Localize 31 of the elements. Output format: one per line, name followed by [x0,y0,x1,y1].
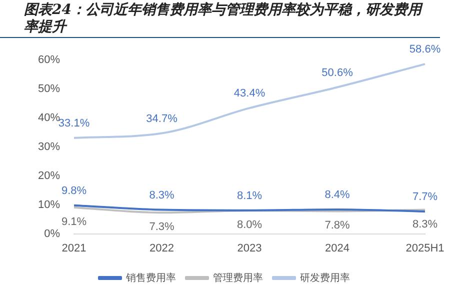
text: 7.3% [149,221,174,234]
x-tick-label: 2024 [325,242,350,254]
chart-title: 图表24：公司近年销售费用率与管理费用率较为平稳，研发费用率提升 [0,0,440,38]
legend-label: 管理费用率 [213,272,263,284]
x-tick-label: 2022 [150,242,174,254]
x-tick-label: 2023 [237,242,262,254]
text: 8.3% [149,189,174,202]
y-tick-label: 20% [38,170,60,182]
text: 7.7% [412,191,438,204]
y-tick-label: 10% [38,198,60,211]
text: 8.4% [324,189,350,201]
text: 8.0% [236,219,262,232]
y-tick-label: 30% [38,140,60,153]
y-tick-label: 60% [38,54,60,66]
text: 8.1% [236,190,262,202]
text: 8.3% [412,218,438,230]
text: 43.4% [234,88,266,100]
text: 33.1% [58,117,90,130]
x-tick-label: 2025H1 [406,242,444,254]
legend-label: 研发费用率 [300,272,350,284]
text: 34.7% [146,112,178,125]
y-tick-label: 0% [44,228,60,240]
x-tick-label: 2021 [62,242,86,254]
y-tick-label: 40% [38,112,60,124]
legend-label: 销售费用率 [125,272,176,284]
text: 9.1% [61,216,87,228]
text: 58.6% [409,44,441,56]
text: 7.8% [324,220,350,232]
text: 9.8% [61,184,87,197]
y-tick-label: 50% [38,83,60,95]
text: 50.6% [322,66,353,79]
